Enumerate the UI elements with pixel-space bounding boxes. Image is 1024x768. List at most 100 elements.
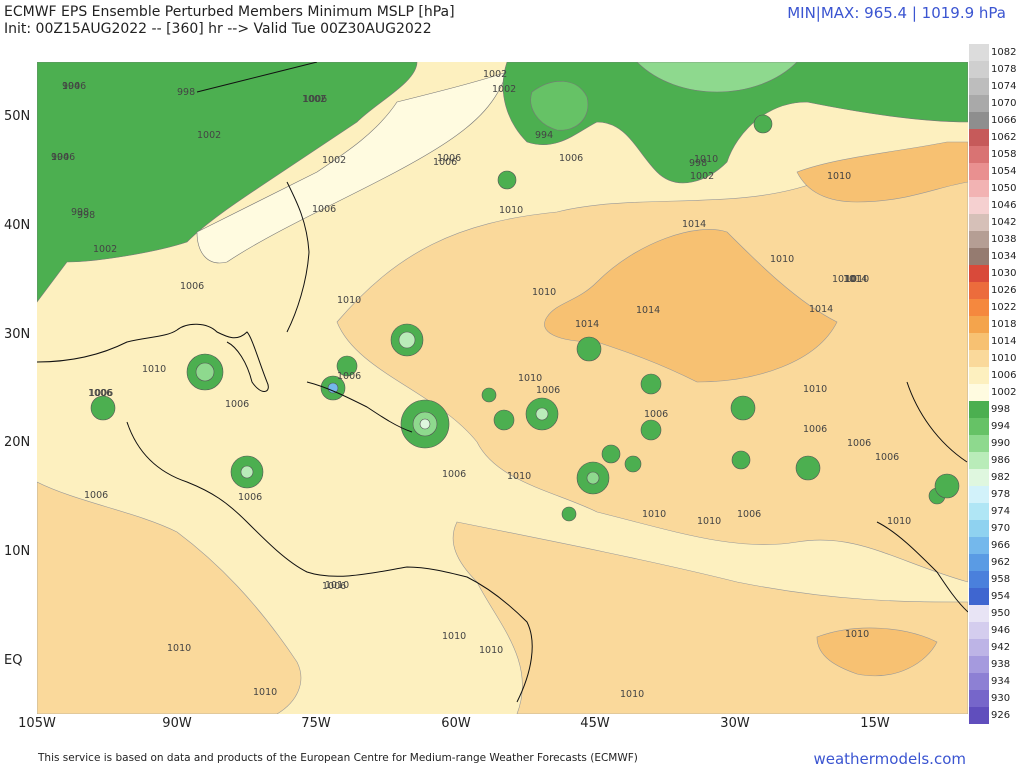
contour-label: 1006	[437, 153, 461, 164]
colorbar-level: 930	[969, 690, 1019, 707]
lon-label: 60W	[441, 716, 471, 731]
colorbar-swatch	[969, 61, 989, 78]
colorbar-label: 962	[991, 557, 1011, 568]
colorbar-swatch	[969, 44, 989, 61]
contour-label: 1010	[694, 154, 718, 165]
contour-label: 1006	[847, 438, 871, 449]
contour-label: 1010	[887, 516, 911, 527]
colorbar-swatch	[969, 418, 989, 435]
contour-label: 1006	[644, 409, 668, 420]
colorbar-label: 1054	[991, 166, 1017, 177]
contour-label: 1010	[253, 687, 277, 698]
colorbar-swatch	[969, 146, 989, 163]
contour-label: 1010	[642, 509, 666, 520]
colorbar-swatch	[969, 231, 989, 248]
lat-label: 20N	[4, 435, 31, 450]
lat-label: 10N	[4, 544, 31, 559]
coastlines	[37, 62, 968, 703]
colorbar-swatch	[969, 163, 989, 180]
colorbar-level: 1078	[969, 61, 1019, 78]
colorbar-level: 1002	[969, 384, 1019, 401]
colorbar-swatch	[969, 401, 989, 418]
colorbar-level: 1050	[969, 180, 1019, 197]
credit-footer: This service is based on data and produc…	[38, 752, 638, 764]
colorbar-label: 1002	[991, 387, 1017, 398]
colorbar-swatch	[969, 707, 989, 724]
contour-label: 1002	[690, 171, 714, 182]
contour-label: 1006	[51, 152, 75, 163]
colorbar-level: 962	[969, 554, 1019, 571]
contour-label: 1014	[843, 274, 867, 285]
colorbar-label: 966	[991, 540, 1011, 551]
contour-label: 1002	[302, 94, 326, 105]
colorbar-label: 1042	[991, 217, 1017, 228]
lows-group	[90, 114, 960, 522]
colorbar-swatch	[969, 639, 989, 656]
colorbar-label: 930	[991, 693, 1011, 704]
colorbar-level: 982	[969, 469, 1019, 486]
contour-label: 1010	[507, 471, 531, 482]
colorbar-label: 982	[991, 472, 1011, 483]
colorbar-label: 1078	[991, 64, 1017, 75]
colorbar-label: 958	[991, 574, 1011, 585]
colorbar-level: 926	[969, 707, 1019, 724]
lat-label: 30N	[4, 327, 31, 342]
colorbar-swatch	[969, 129, 989, 146]
colorbar-swatch	[969, 367, 989, 384]
contour-label: 1006	[303, 94, 327, 105]
colorbar-label: 1058	[991, 149, 1017, 160]
contour-label: 1014	[682, 219, 706, 230]
colorbar-label: 990	[991, 438, 1011, 449]
contour-label: 1010	[827, 171, 851, 182]
contour-label: 998	[689, 158, 707, 169]
colorbar-swatch	[969, 469, 989, 486]
contour-label: 1014	[575, 319, 599, 330]
contour-label: 1002	[483, 69, 507, 80]
colorbar-level: 1006	[969, 367, 1019, 384]
colorbar-swatch	[969, 520, 989, 537]
colorbar-level: 942	[969, 639, 1019, 656]
colorbar-label: 1022	[991, 302, 1017, 313]
colorbar-level: 1014	[969, 333, 1019, 350]
brand-link[interactable]: weathermodels.com	[813, 750, 966, 768]
colorbar-label: 1066	[991, 115, 1017, 126]
colorbar-label: 926	[991, 710, 1011, 721]
contour-1014-central	[544, 229, 838, 383]
lon-label: 15W	[860, 716, 890, 731]
colorbar-level: 1022	[969, 299, 1019, 316]
contour-1014-south	[816, 627, 938, 676]
colorbar-level: 1070	[969, 95, 1019, 112]
contour-label: 994	[62, 81, 80, 92]
minmax-readout: MIN|MAX: 965.4 | 1019.9 hPa	[787, 4, 1006, 22]
colorbar-swatch	[969, 248, 989, 265]
colorbar-label: 1014	[991, 336, 1017, 347]
colorbar-swatch	[969, 180, 989, 197]
colorbar-level: 970	[969, 520, 1019, 537]
colorbar-swatch	[969, 265, 989, 282]
contour-label: 1006	[89, 388, 113, 399]
contour-1002-northwest	[196, 71, 508, 264]
contour-label: 1006	[88, 388, 112, 399]
colorbar-label: 998	[991, 404, 1011, 415]
colorbar-level: 1042	[969, 214, 1019, 231]
colorbar-swatch	[969, 571, 989, 588]
lon-label: 105W	[18, 716, 56, 731]
colorbar-level: 1034	[969, 248, 1019, 265]
contour-label: 1006	[875, 452, 899, 463]
colorbar-swatch	[969, 333, 989, 350]
colorbar-level: 978	[969, 486, 1019, 503]
colorbar-level: 958	[969, 571, 1019, 588]
contour-label: 1006	[180, 281, 204, 292]
colorbar-swatch	[969, 282, 989, 299]
contour-label: 1002	[322, 155, 346, 166]
contour-label: 998	[71, 207, 89, 218]
contour-label: 1002	[197, 130, 221, 141]
contour-label: 1006	[433, 157, 457, 168]
contour-1010-gulf	[37, 481, 302, 714]
lat-label: 50N	[4, 109, 31, 124]
contour-label: 1010	[845, 629, 869, 640]
lon-label: 45W	[580, 716, 610, 731]
colorbar-swatch	[969, 384, 989, 401]
colorbar-swatch	[969, 78, 989, 95]
contour-label: 998	[77, 210, 95, 221]
